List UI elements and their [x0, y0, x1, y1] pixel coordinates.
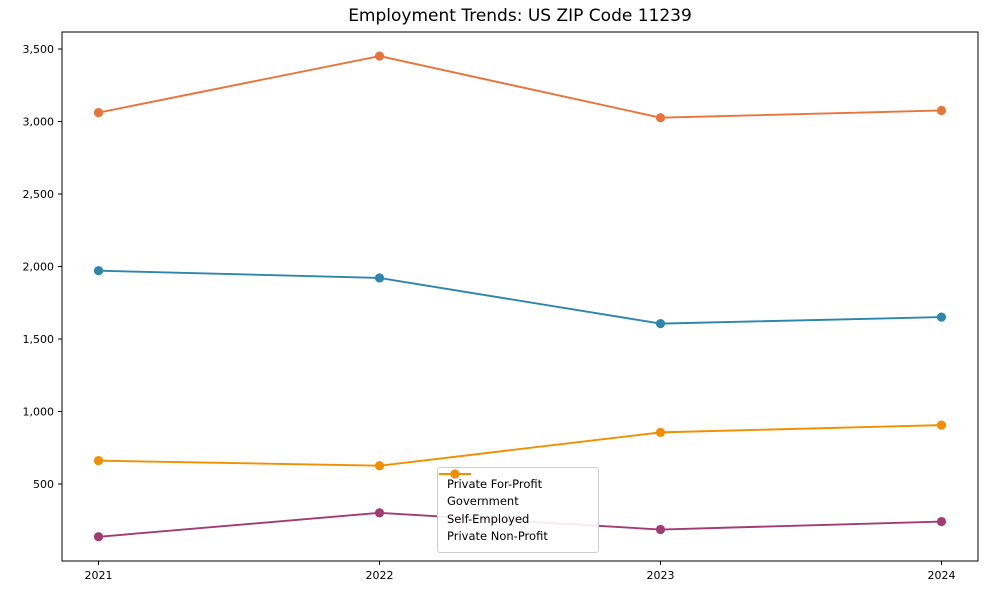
y-tick-label: 2,500 [23, 188, 55, 201]
legend-item-self-employed: Self-Employed [439, 469, 588, 528]
series-line-private-for-profit [98, 55, 942, 119]
y-tick-label: 500 [33, 478, 54, 491]
x-tick-label: 2023 [646, 569, 674, 582]
data-point [655, 427, 666, 437]
x-tick-label: 2021 [85, 569, 113, 582]
data-point [936, 420, 947, 430]
data-point [93, 456, 104, 466]
legend-label: Self-Employed [447, 511, 530, 526]
data-point [655, 319, 666, 329]
y-tick-label: 3,500 [23, 43, 55, 56]
x-tick-label: 2022 [366, 569, 394, 582]
data-point [936, 312, 947, 322]
legend-label: Government [447, 494, 519, 509]
data-point [374, 461, 385, 471]
data-point [655, 524, 666, 535]
y-tick-label: 3,000 [23, 115, 55, 128]
data-point [936, 516, 947, 527]
legend-line-marker-icon [439, 469, 471, 479]
plot-frame [61, 31, 979, 562]
series-line-government [98, 269, 942, 325]
y-tick-label: 1,500 [23, 333, 55, 346]
data-point [93, 266, 104, 276]
data-point [374, 508, 385, 518]
chart-title: Employment Trends: US ZIP Code 11239 [348, 6, 692, 26]
data-point [374, 273, 385, 283]
y-tick-label: 1,000 [23, 405, 55, 418]
data-point [936, 105, 947, 116]
x-tick-label: 2024 [927, 569, 955, 582]
legend-item-government: Government [439, 469, 588, 511]
data-point [655, 113, 666, 123]
data-point [93, 532, 104, 542]
data-point [93, 108, 104, 118]
legend: Private For-Profit Government Self-Employe… [437, 467, 599, 553]
legend-label: Private For-Profit [447, 476, 543, 491]
y-tick-label: 2,000 [23, 260, 55, 273]
data-point [374, 51, 385, 61]
series-line-private-non-profit [98, 424, 942, 467]
legend-item-private-non-profit: Private Non-Profit [439, 469, 588, 546]
legend-label: Private Non-Profit [447, 529, 548, 544]
